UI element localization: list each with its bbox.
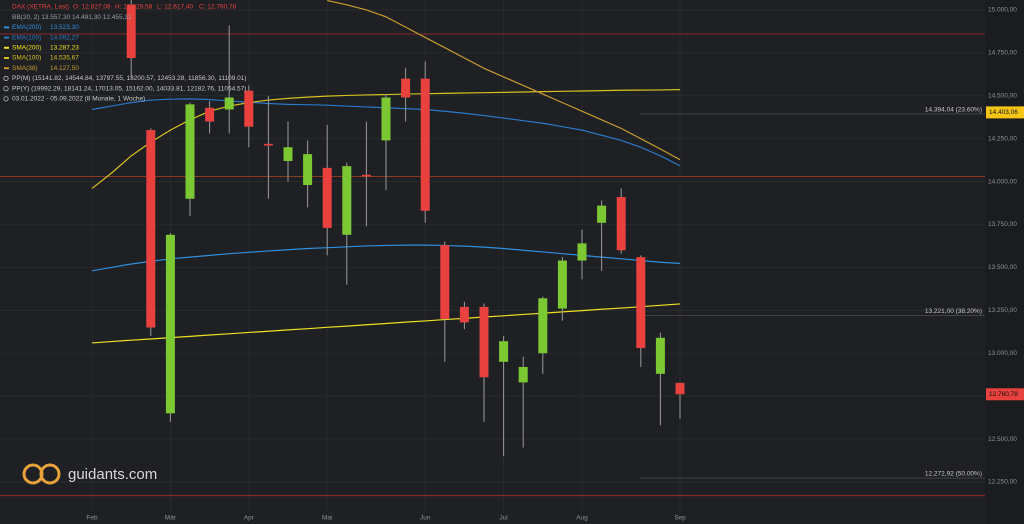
legend-value: 14.535,67 <box>50 55 79 62</box>
candle-body <box>636 257 646 349</box>
legend-title: DAX (XETRA, Last) <box>12 4 69 11</box>
plot-background <box>0 0 985 524</box>
candle-body <box>518 366 528 383</box>
candle-body <box>675 382 685 395</box>
fib-label: 13.221,00 (38.20%) <box>925 308 982 315</box>
legend-swatch <box>4 36 9 39</box>
legend-swatch <box>4 67 9 70</box>
ohlc-label: O: 12.827,08 <box>73 4 111 11</box>
ohlc-label: L: 12.617,40 <box>157 4 194 11</box>
candle-body <box>577 243 587 261</box>
candle-body <box>322 167 332 228</box>
y-tick-label: 13.750,00 <box>988 221 1017 228</box>
x-tick-label: Feb <box>86 515 98 522</box>
x-tick-label: Mär <box>165 515 177 522</box>
x-tick-label: Sep <box>674 515 686 522</box>
y-tick-label: 12.500,00 <box>988 436 1017 443</box>
legend-value: 13.287,23 <box>50 45 79 52</box>
legend-name: EMA(200) <box>12 24 41 31</box>
legend-icon <box>3 75 9 82</box>
legend-name: EMA(100) <box>12 34 41 41</box>
indicator-line <box>327 0 681 161</box>
ohlc-label: C: 12.760,78 <box>199 4 237 11</box>
candle-body <box>401 78 411 98</box>
candle-body <box>499 341 509 362</box>
date-range: 03.01.2022 - 05.09.2022 (8 Monate, 1 Woc… <box>12 96 145 103</box>
x-tick-label: Jun <box>420 515 431 522</box>
y-tick-label: 15.000,00 <box>988 7 1017 14</box>
y-tick-label: 14.500,00 <box>988 92 1017 99</box>
x-tick-label: Apr <box>244 515 255 522</box>
candle-body <box>224 97 234 110</box>
pivot-label: PP(M) (15141.82, 14544.84, 13797.55, 132… <box>12 75 247 82</box>
candle-body <box>185 104 195 199</box>
candle-body <box>420 78 430 211</box>
y-tick-label: 14.000,00 <box>988 178 1017 185</box>
candle-body <box>440 245 450 319</box>
ohlc-label: H: 12.829,58 <box>115 4 153 11</box>
candle-body <box>616 197 626 251</box>
axis-background <box>985 0 1024 524</box>
candle-body <box>205 107 215 122</box>
y-tick-label: 14.250,00 <box>988 135 1017 142</box>
y-tick-label: 13.500,00 <box>988 264 1017 271</box>
fib-label: 12.272,92 (50.00%) <box>925 471 982 478</box>
candle-body <box>459 306 469 323</box>
legend-value: 14.092,27 <box>50 34 79 41</box>
candle-body <box>361 174 371 177</box>
fib-label: 14.394,04 (23.60%) <box>925 107 982 114</box>
candle-body <box>146 130 156 328</box>
legend-swatch <box>4 57 9 59</box>
x-tick-label: Jul <box>499 515 508 522</box>
candle-body <box>165 234 175 414</box>
price-tag-label: 14.403,06 <box>989 109 1018 116</box>
x-tick-label: Mai <box>322 515 332 522</box>
price-tag <box>986 388 1024 401</box>
candle-body <box>126 4 136 59</box>
candle-body <box>655 337 665 374</box>
y-tick-label: 13.250,00 <box>988 307 1017 314</box>
indicator-line <box>91 303 681 344</box>
y-tick-label: 12.250,00 <box>988 479 1017 486</box>
legend: DAX (XETRA, Last) O: 12.827,08 H: 12.829,5… <box>3 4 247 103</box>
candle-body <box>538 298 548 354</box>
candle-body <box>263 143 273 146</box>
legend-value: 14.127,50 <box>50 65 79 72</box>
candle-body <box>283 147 293 161</box>
pivot-label: PP(Y) (19992.29, 18141.24, 17013.05, 151… <box>12 85 246 92</box>
y-tick-label: 13.000,00 <box>988 350 1017 357</box>
price-tag <box>986 106 1024 119</box>
logo: guidants.com <box>22 463 157 485</box>
legend-name: SMA(200) <box>12 45 41 52</box>
marks: 14.394,04 (23.60%) 13.221,00 (38.20%) 12.2… <box>0 0 1024 497</box>
brand: guidants.com <box>68 466 157 483</box>
candle-body <box>244 90 254 127</box>
candle-body <box>557 260 567 309</box>
legend-name: SMA(38) <box>12 65 38 72</box>
candle-body <box>479 306 489 378</box>
legend-icon <box>3 96 9 102</box>
logo-icon <box>39 463 61 485</box>
legend-swatch <box>4 26 9 29</box>
indicator-label: BB(20, 2) 13.557,30 14.491,30 12.455,31 <box>12 14 132 21</box>
legend-icon <box>3 86 9 92</box>
price-tag-label: 12.760,78 <box>989 391 1018 398</box>
legend-value: 13.523,30 <box>50 24 79 31</box>
x-tick-label: Aug <box>576 515 588 522</box>
candle-body <box>303 154 313 186</box>
legend-swatch <box>4 46 9 49</box>
candle-body <box>342 166 352 235</box>
legend-name: SMA(100) <box>12 55 41 62</box>
candle-body <box>597 205 607 223</box>
y-tick-label: 14.750,00 <box>988 50 1017 57</box>
candle-body <box>381 97 391 141</box>
